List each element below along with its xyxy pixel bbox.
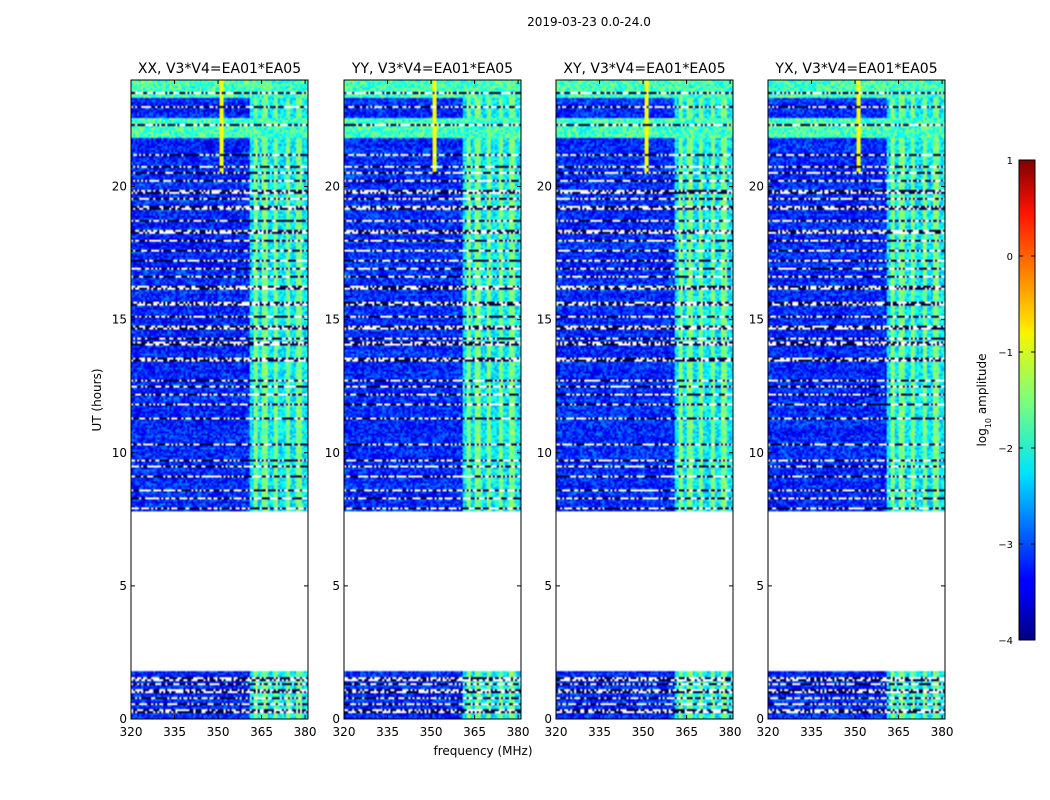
y-tick-label: 20 <box>325 180 340 194</box>
colorbar-tick-label: −3 <box>998 540 1013 551</box>
colorbar-tick-label: −1 <box>998 348 1013 359</box>
x-tick-label: 350 <box>420 725 443 739</box>
colorbar-tick-label: 0 <box>1007 252 1013 263</box>
colorbar-label: log10 amplitude <box>975 354 993 447</box>
panel-xy: XY, V3*V4=EA01*EA05 320 335 350 365 380 0 5 10 15… <box>537 61 742 739</box>
panel-xx: XX, V3*V4=EA01*EA05 320 335 350 365 380 0 5 10 15… <box>112 61 317 739</box>
y-tick-label: 0 <box>544 712 552 726</box>
x-tick-label: 350 <box>844 725 867 739</box>
heatmap-image <box>131 80 308 719</box>
x-tick-label: 365 <box>250 725 273 739</box>
x-tick-label: 365 <box>887 725 910 739</box>
y-tick-label: 10 <box>749 446 764 460</box>
x-tick-label: 350 <box>632 725 655 739</box>
heatmap-image <box>344 80 521 719</box>
plot-frame <box>767 79 946 720</box>
y-tick-label: 20 <box>112 180 127 194</box>
plot-frame <box>343 79 522 720</box>
panel-title: YX, V3*V4=EA01*EA05 <box>774 61 937 77</box>
y-tick-label: 15 <box>537 313 552 327</box>
figure-suptitle: 2019-03-23 0.0-24.0 <box>527 15 651 29</box>
colorbar-ticks: 1 0 −1 −2 −3 −4 <box>998 156 1035 647</box>
x-tick-label: 320 <box>545 725 568 739</box>
x-tick-label: 350 <box>207 725 230 739</box>
panel-title: YY, V3*V4=EA01*EA05 <box>351 61 513 77</box>
colorbar-tick-label: 1 <box>1007 156 1013 167</box>
heatmap-image <box>556 80 733 719</box>
panel-yx: YX, V3*V4=EA01*EA05 320 335 350 365 380 0 5 10 15… <box>749 61 954 739</box>
panels-group: XX, V3*V4=EA01*EA05 320 335 350 365 380 0 5 10 15… <box>112 61 954 739</box>
x-tick-label: 380 <box>931 725 954 739</box>
x-tick-label: 380 <box>294 725 317 739</box>
panel-title: XX, V3*V4=EA01*EA05 <box>138 61 301 77</box>
y-tick-label: 20 <box>537 180 552 194</box>
y-tick-label: 10 <box>112 446 127 460</box>
x-tick-label: 335 <box>376 725 399 739</box>
x-tick-label: 320 <box>757 725 780 739</box>
y-tick-label: 15 <box>112 313 127 327</box>
heatmap-image <box>768 80 945 719</box>
x-tick-label: 380 <box>507 725 530 739</box>
y-tick-label: 10 <box>325 446 340 460</box>
y-tick-label: 5 <box>756 579 764 593</box>
x-tick-label: 380 <box>719 725 742 739</box>
colorbar-gradient <box>1018 159 1036 641</box>
colorbar-tick-label: −4 <box>998 636 1013 647</box>
plot-frame <box>130 79 309 720</box>
y-tick-label: 15 <box>749 313 764 327</box>
y-tick-label: 5 <box>119 579 127 593</box>
y-tick-label: 5 <box>332 579 340 593</box>
x-tick-label: 365 <box>463 725 486 739</box>
y-axis-label: UT (hours) <box>90 368 104 431</box>
colorbar: 1 0 −1 −2 −3 −4 log10 amplitude <box>975 156 1036 647</box>
y-tick-label: 20 <box>749 180 764 194</box>
panel-yy: YY, V3*V4=EA01*EA05 320 335 350 365 380 0 5 10 15… <box>325 61 530 739</box>
y-tick-label: 0 <box>119 712 127 726</box>
y-tick-label: 10 <box>537 446 552 460</box>
x-tick-label: 320 <box>120 725 143 739</box>
x-tick-label: 320 <box>333 725 356 739</box>
panel-title: XY, V3*V4=EA01*EA05 <box>563 61 725 77</box>
y-tick-label: 0 <box>332 712 340 726</box>
y-tick-label: 5 <box>544 579 552 593</box>
plot-frame <box>555 79 734 720</box>
y-tick-label: 15 <box>325 313 340 327</box>
x-tick-label: 365 <box>675 725 698 739</box>
colorbar-tick-label: −2 <box>998 444 1013 455</box>
y-tick-label: 0 <box>756 712 764 726</box>
x-tick-label: 335 <box>588 725 611 739</box>
x-axis-label: frequency (MHz) <box>433 744 532 758</box>
x-tick-label: 335 <box>163 725 186 739</box>
x-tick-label: 335 <box>800 725 823 739</box>
